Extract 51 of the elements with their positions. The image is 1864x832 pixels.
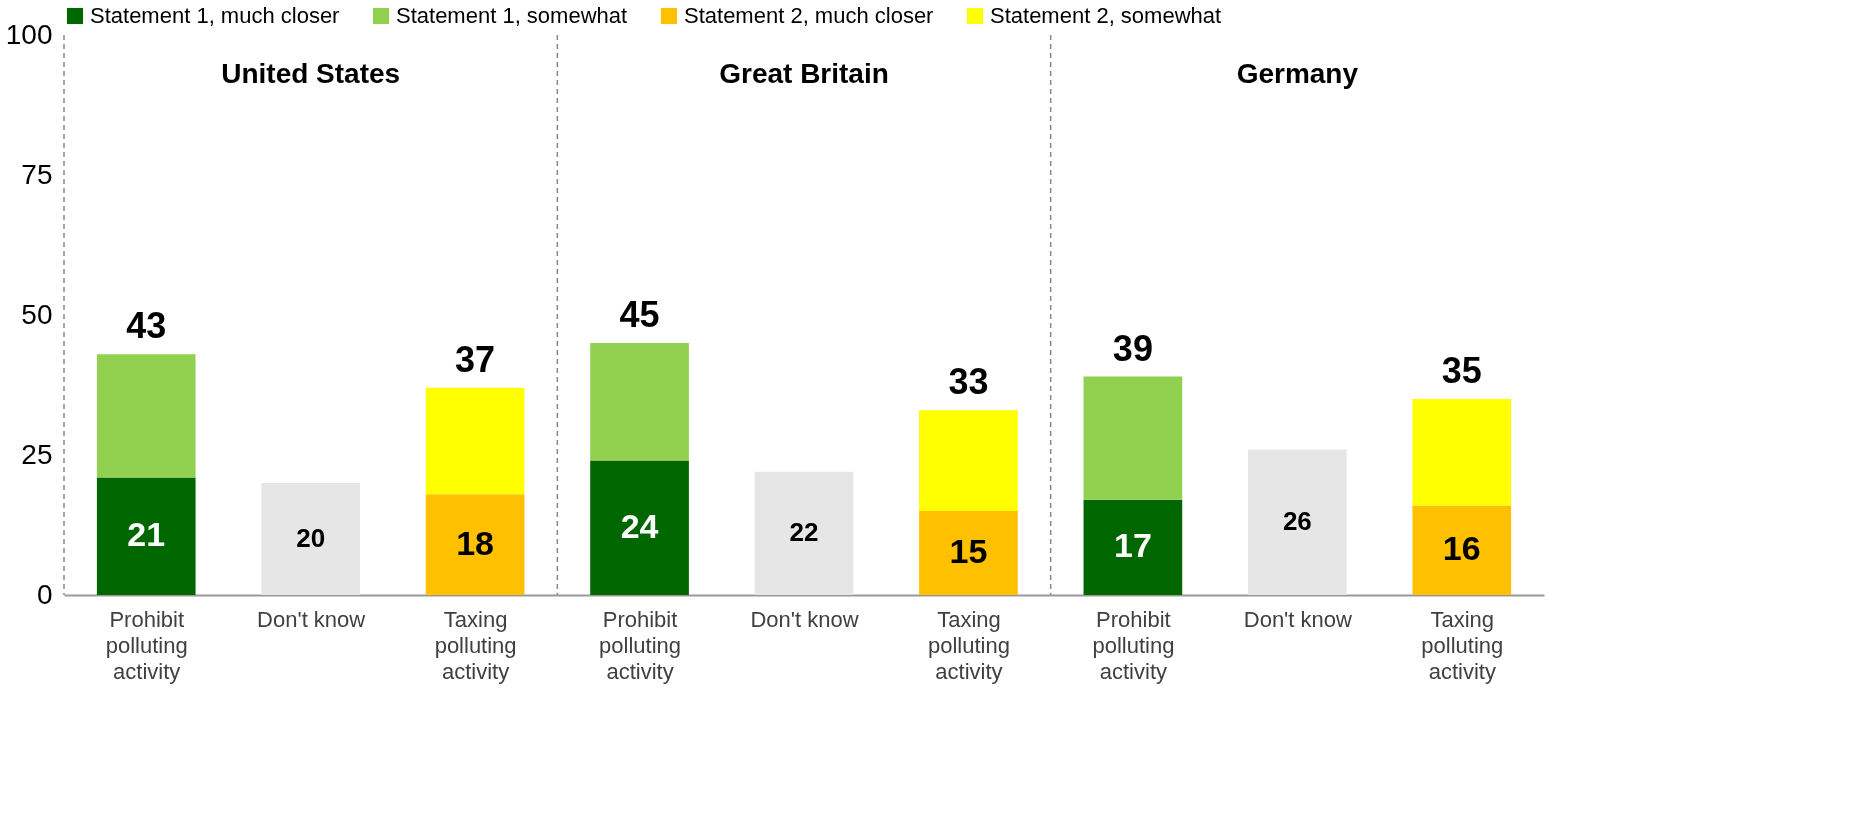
total-label: 45	[619, 294, 660, 335]
y-tick-label: 75	[21, 158, 53, 190]
bar	[96, 477, 196, 595]
y-tick-label: 0	[36, 578, 53, 610]
annotation: United States	[221, 58, 401, 89]
data-label: 15	[949, 532, 988, 570]
x-tick-label: Don't know	[750, 606, 859, 632]
legend-label: Statement 1, somewhat	[396, 3, 628, 28]
data-label: 22	[789, 517, 819, 548]
bar	[754, 471, 854, 595]
data-label: 24	[620, 506, 659, 545]
x-tick-label: Taxing polluting activity	[1421, 606, 1504, 684]
bar	[590, 343, 689, 461]
bar	[1412, 505, 1512, 595]
bar	[425, 387, 525, 495]
x-tick-label: Prohibit polluting activity	[599, 606, 682, 684]
x-tick-label: Taxing polluting activity	[927, 606, 1010, 684]
total-label: 33	[948, 361, 989, 403]
x-tick-label: Taxing polluting activity	[434, 606, 517, 684]
bar	[590, 460, 689, 595]
x-tick-label: Prohibit polluting activity	[105, 606, 188, 684]
legend-label: Statement 2, much closer	[684, 3, 934, 28]
bar	[1412, 399, 1512, 506]
data-label: 20	[296, 523, 326, 553]
bar	[96, 354, 196, 478]
annotation: Great Britain	[719, 58, 889, 89]
data-label: 21	[127, 515, 166, 554]
data-label: 16	[1442, 529, 1481, 568]
y-tick-label: 25	[21, 438, 53, 470]
legend-label: Statement 1, much closer	[90, 3, 340, 28]
legend-label: Statement 2, somewhat	[990, 3, 1222, 28]
bar	[1083, 499, 1183, 595]
x-tick-label: Prohibit polluting activity	[1092, 606, 1175, 684]
total-label: 39	[1112, 327, 1153, 369]
total-label: 37	[455, 338, 496, 380]
bar	[425, 494, 525, 595]
data-label: 18	[456, 523, 495, 562]
annotation: Germany	[1236, 58, 1359, 89]
bar	[261, 483, 360, 595]
bar	[1248, 449, 1347, 595]
x-tick-label: Don't know	[1243, 606, 1353, 632]
x-tick-label: Don't know	[257, 606, 366, 632]
bar	[1083, 376, 1183, 500]
total-label: 35	[1441, 350, 1482, 391]
y-tick-label: 50	[21, 298, 53, 330]
bar	[919, 511, 1018, 595]
y-tick-label: 100	[5, 18, 53, 50]
total-label: 43	[126, 305, 167, 347]
data-label: 17	[1113, 526, 1152, 565]
data-label: 26	[1282, 506, 1312, 537]
bar	[919, 410, 1018, 511]
